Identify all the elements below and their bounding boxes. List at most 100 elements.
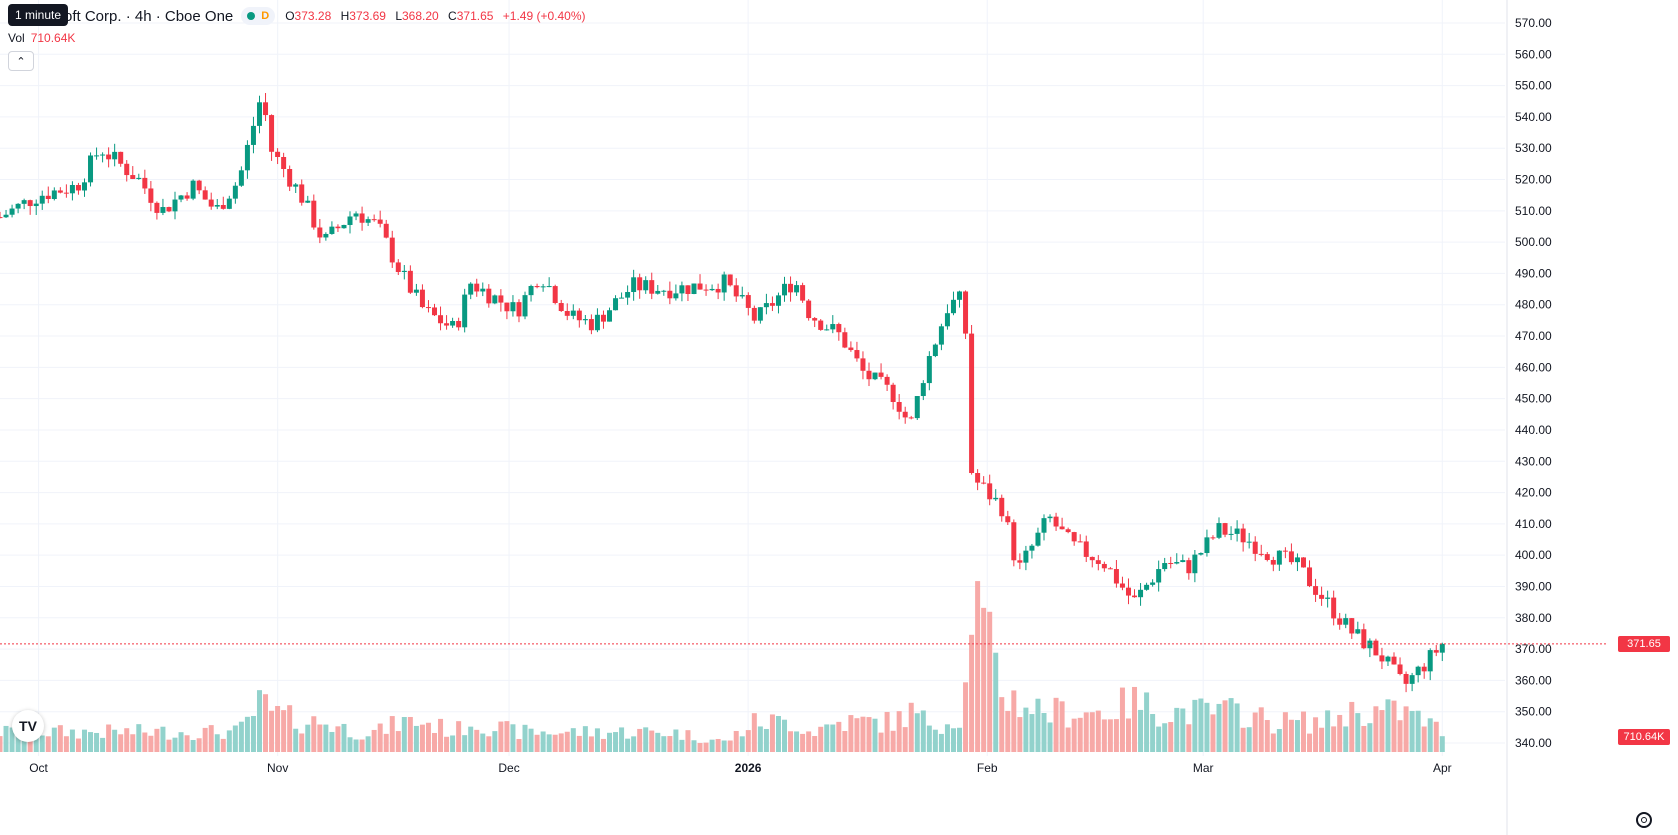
candle-body (407, 270, 413, 293)
candle-body (1198, 553, 1204, 555)
price-axis[interactable]: 570.00 560.00 550.00 540.00 530.00 520.00 510.… (1515, 16, 1552, 750)
close-value: 371.65 (456, 9, 494, 23)
volume-bar (1144, 692, 1150, 752)
candle-body (498, 295, 504, 303)
volume-bar (1439, 736, 1445, 752)
volume-bar (275, 706, 281, 752)
candle-body (419, 289, 425, 308)
volume-bar (1355, 713, 1361, 752)
volume-bar (1047, 722, 1053, 752)
candle-body (1240, 528, 1246, 543)
volume-bar (226, 730, 232, 752)
volume-bar (1325, 710, 1331, 752)
volume-bar (625, 738, 631, 752)
candle-body (1385, 656, 1391, 662)
candle-body (112, 151, 118, 160)
candle-body (27, 200, 33, 207)
candle-body (528, 285, 534, 296)
volume-bar (450, 735, 456, 752)
candle-body (275, 151, 281, 157)
candle-body (1186, 560, 1192, 574)
volume-bar (425, 722, 431, 752)
candle-body (3, 214, 9, 218)
volume-bar (1035, 698, 1041, 752)
volume-bar (1415, 710, 1421, 752)
time-tick-label: Mar (1193, 761, 1214, 775)
candle-body (69, 184, 75, 194)
candle-body (751, 307, 757, 321)
volume-bar (510, 724, 516, 752)
volume-bar (588, 736, 594, 752)
candle-body (987, 483, 993, 500)
candle-body (39, 195, 45, 204)
candle-body (975, 473, 981, 483)
candle-body (981, 482, 987, 484)
volume-bar (100, 737, 106, 752)
symbol-legend[interactable]: oft Corp. · 4h · Cboe One D O373.28 H373… (8, 6, 586, 26)
volume-bar (269, 710, 275, 752)
time-axis[interactable]: Oct Nov Dec 2026 Feb Mar Apr (29, 761, 1451, 775)
candle-body (588, 319, 594, 331)
candle-body (1391, 656, 1397, 665)
candle-body (1427, 650, 1433, 672)
candle-body (63, 192, 69, 194)
settings-gear-icon[interactable] (1636, 812, 1652, 828)
candle-body (1343, 618, 1349, 625)
price-tick-label: 430.00 (1515, 454, 1552, 468)
volume-bar (1361, 725, 1367, 752)
volume-bar (1427, 718, 1433, 752)
candle-body (480, 288, 486, 292)
candle-body (1276, 550, 1282, 565)
candle-body (703, 289, 709, 291)
candle-body (739, 295, 745, 297)
volume-bar (21, 732, 27, 752)
candle-body (208, 199, 214, 207)
current-volume-tag: 710.64K (1618, 729, 1670, 745)
symbol-title[interactable]: oft Corp. · 4h · Cboe One (64, 7, 234, 25)
tradingview-logo-icon[interactable]: TV (12, 710, 44, 742)
candle-body (552, 286, 558, 304)
volume-bar (359, 739, 365, 752)
market-status-pill[interactable]: D (241, 7, 276, 25)
volume-bar (1343, 726, 1349, 752)
volume-bar (220, 738, 226, 752)
candle-body (890, 384, 896, 402)
volume-bar (281, 710, 287, 752)
candle-body (1337, 618, 1343, 625)
candle-body (1403, 673, 1409, 684)
volume-bar (160, 726, 166, 752)
volume-bar (75, 738, 81, 752)
volume-bar (1337, 714, 1343, 752)
volume-bar (3, 725, 9, 752)
candle-body (232, 185, 238, 199)
volume-bar (1294, 720, 1300, 752)
collapse-legend-button[interactable]: ⌃ (8, 51, 34, 71)
volume-bar (576, 735, 582, 752)
price-tick-label: 340.00 (1515, 736, 1552, 750)
price-tick-label: 450.00 (1515, 392, 1552, 406)
volume-bar (1059, 701, 1065, 752)
volume-bar (492, 731, 498, 752)
volume-bar (1222, 700, 1228, 752)
candle-body (950, 299, 956, 314)
candle-body (323, 233, 329, 238)
volume-bar (118, 734, 124, 752)
volume-bar (486, 736, 492, 752)
open-label: O (285, 9, 295, 23)
volume-bar (733, 730, 739, 752)
volume-bar (1270, 733, 1276, 752)
volume-bar (818, 726, 824, 752)
price-tick-label: 530.00 (1515, 141, 1552, 155)
candle-body (999, 497, 1005, 517)
volume-bar (926, 725, 932, 752)
volume-bar (528, 728, 534, 752)
volume-legend[interactable]: Vol 710.64K (8, 31, 75, 45)
change-value: +1.49 (+0.40%) (502, 9, 586, 23)
candle-body (1113, 569, 1119, 584)
volume-bar (1246, 727, 1252, 752)
candle-body (124, 163, 130, 176)
volume-bar (407, 716, 413, 752)
volume-bar (263, 694, 269, 752)
candle-body (944, 313, 950, 327)
